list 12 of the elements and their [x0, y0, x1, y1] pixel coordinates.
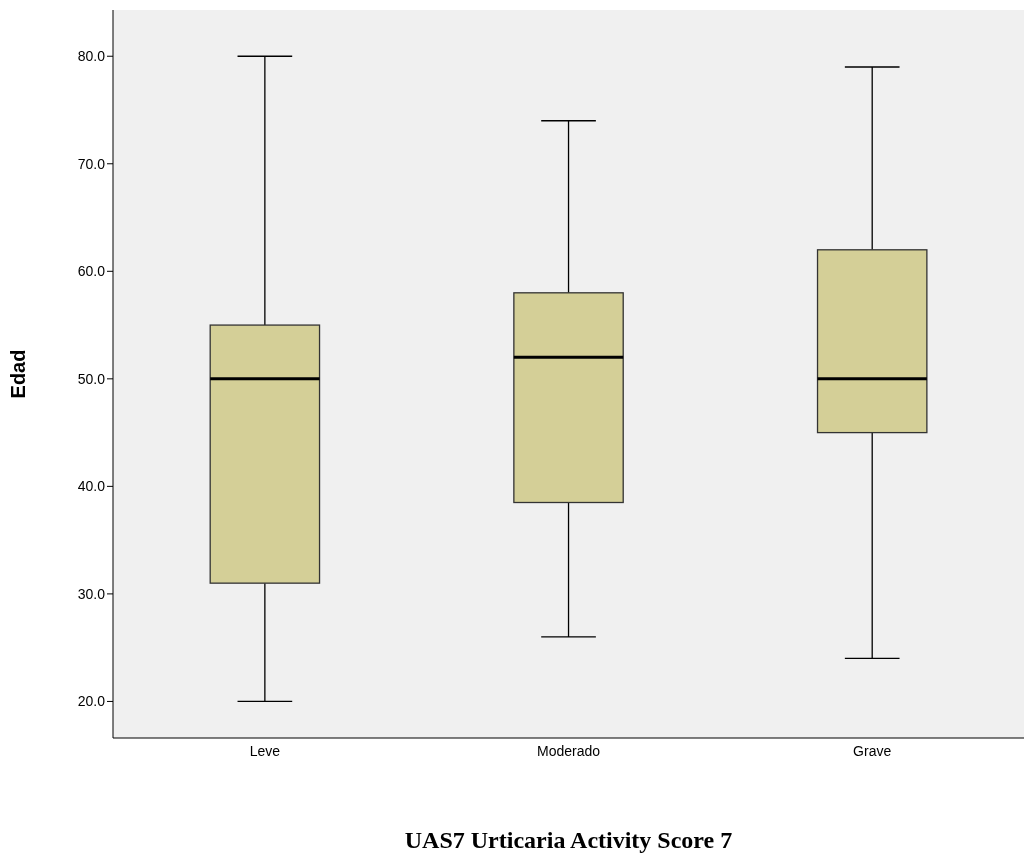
y-tick-label: 40.0 — [77, 478, 106, 495]
x-tick-label: Grave — [853, 742, 892, 759]
y-tick-label: 50.0 — [77, 370, 106, 387]
y-tick-label: 70.0 — [77, 155, 106, 172]
y-tick-label: 20.0 — [77, 693, 106, 710]
y-tick-label: 60.0 — [77, 263, 106, 280]
y-tick-label: 30.0 — [77, 585, 106, 602]
x-axis-title: UAS7 Urticaria Activity Score 7 — [404, 827, 733, 853]
y-tick-label: 80.0 — [77, 48, 106, 65]
x-tick-label: Leve — [249, 742, 281, 759]
x-tick-label: Moderado — [536, 742, 601, 759]
y-axis-title: Edad — [7, 349, 30, 399]
